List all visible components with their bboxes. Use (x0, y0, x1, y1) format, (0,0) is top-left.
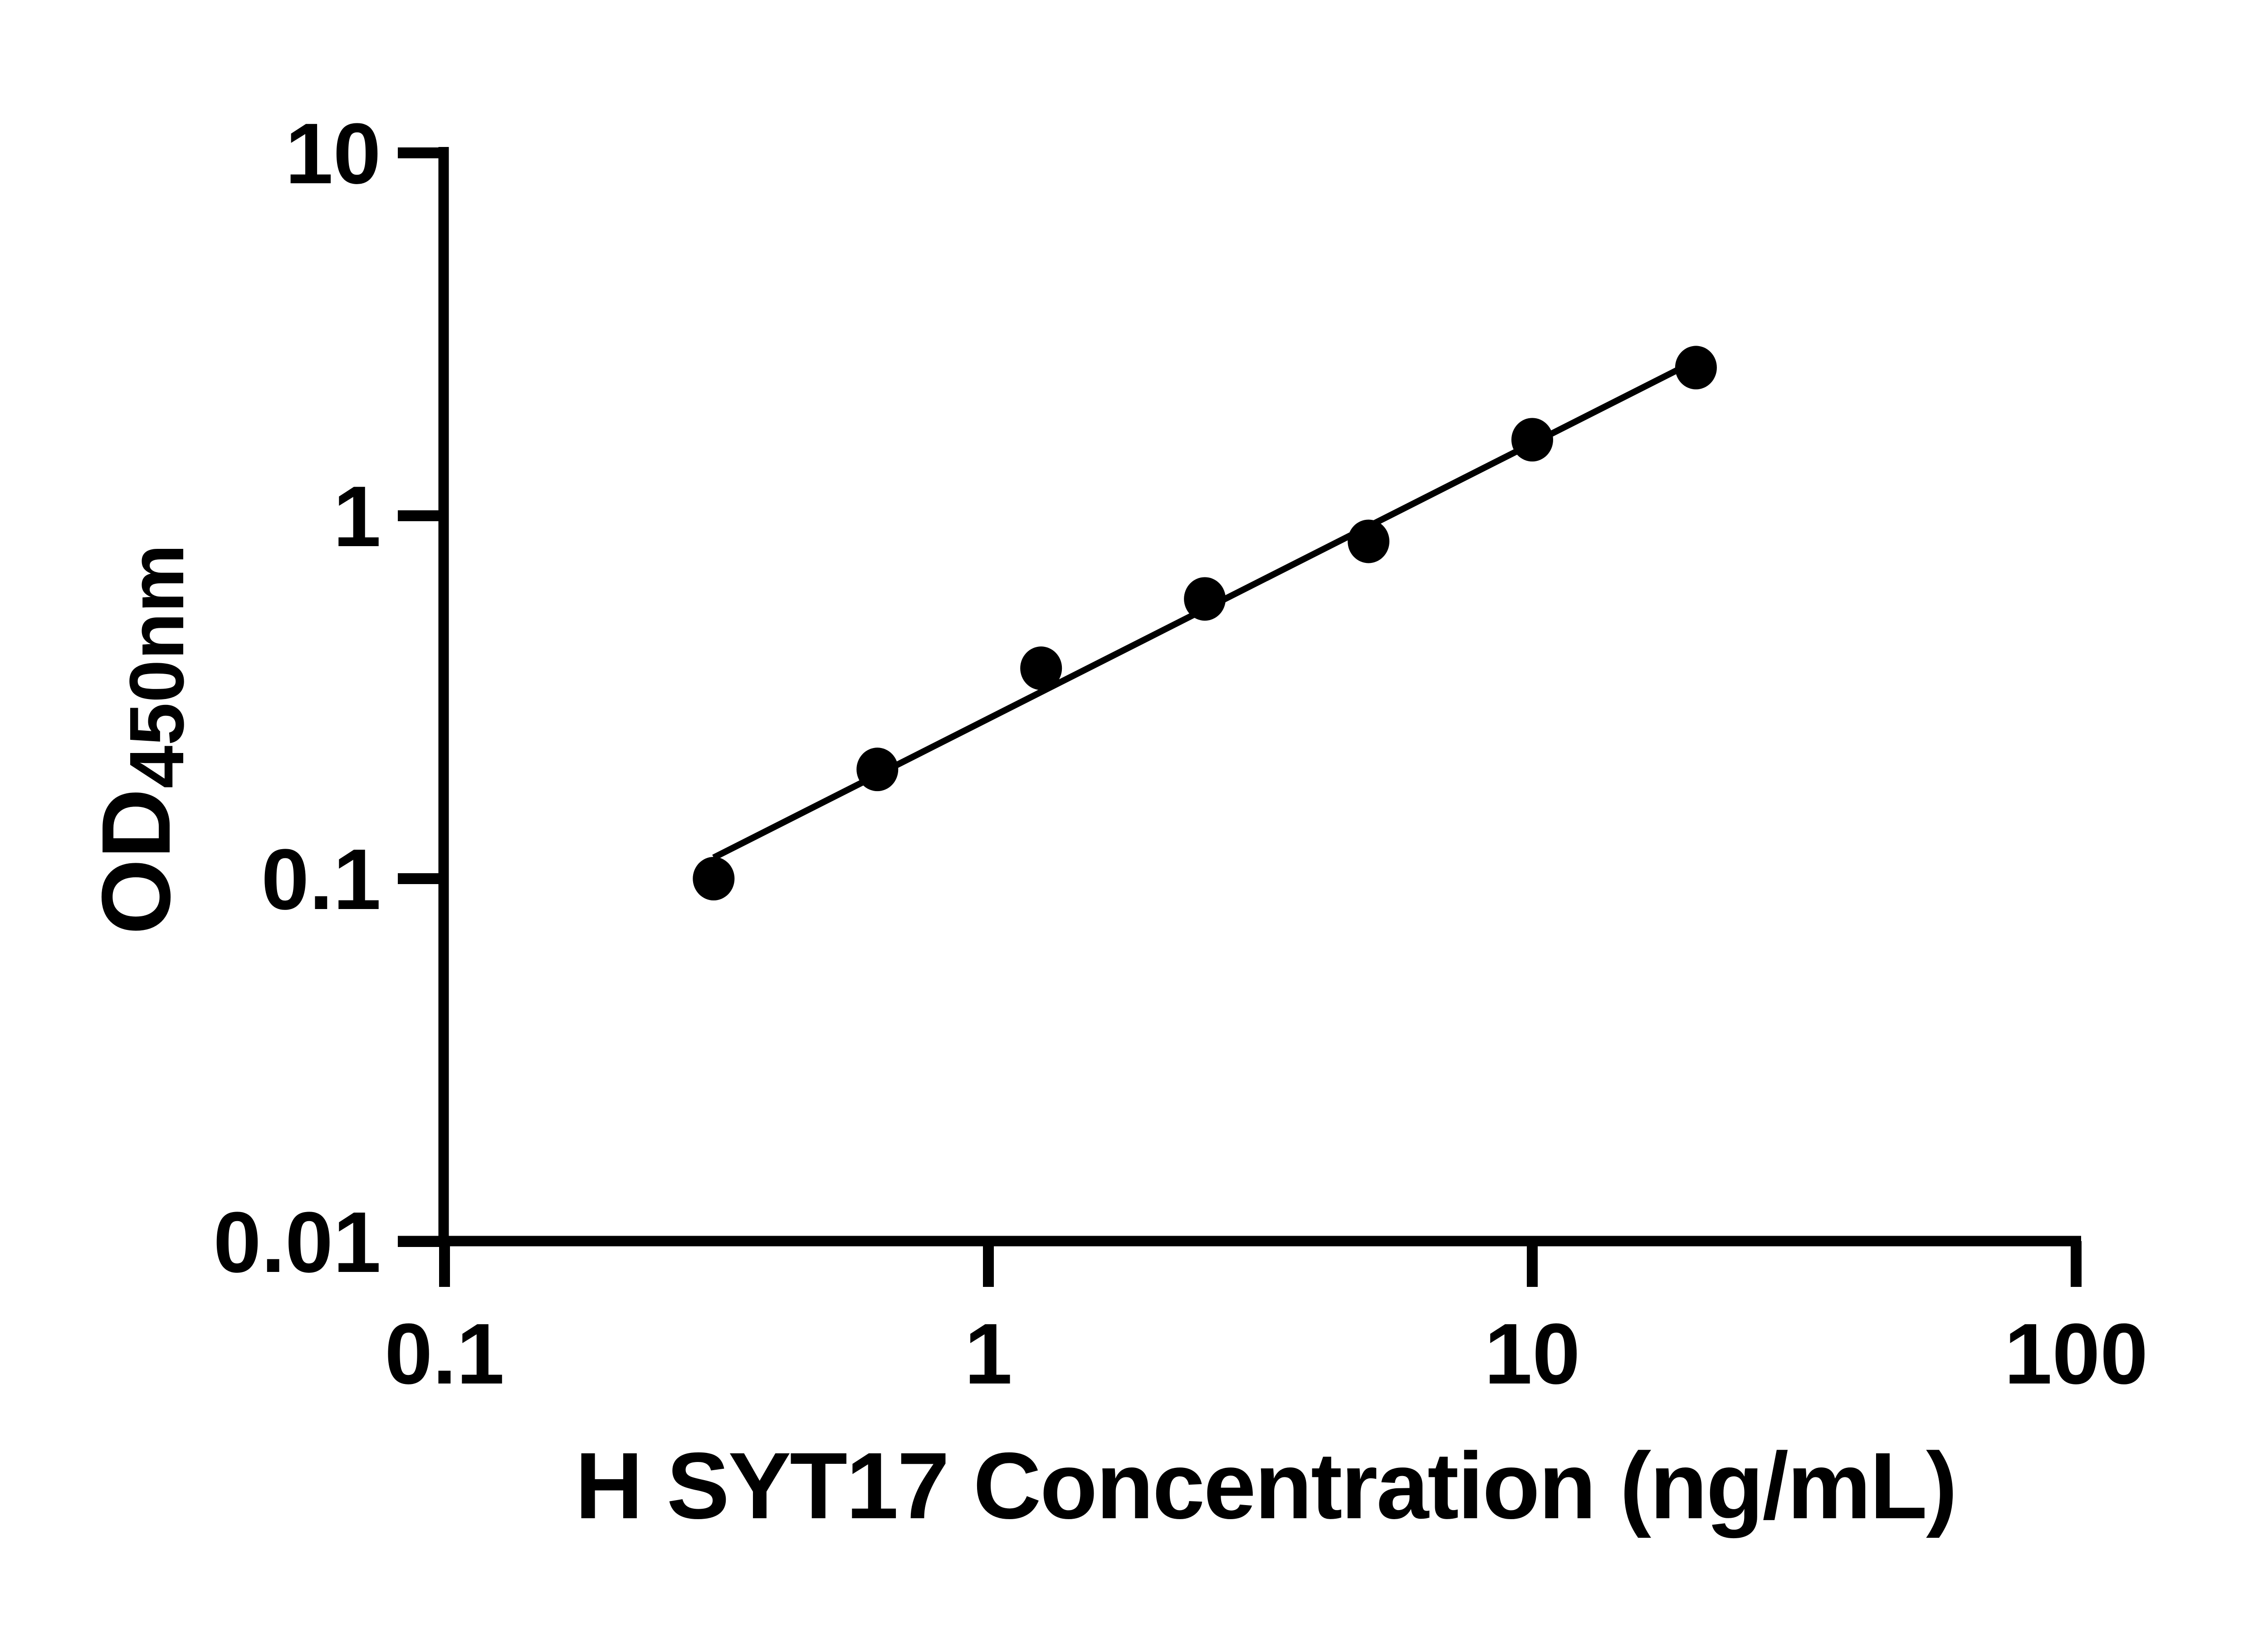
x-tick-label-10: 10 (1484, 1306, 1580, 1402)
data-point-1.25ng-ml (1020, 646, 1062, 690)
data-point-20ng-ml (1675, 346, 1717, 390)
data-point-10ng-ml (1511, 418, 1553, 462)
y-axis-title: OD450nm (80, 544, 201, 934)
y-tick-label-0.01: 0.01 (213, 1194, 381, 1291)
y-tick-label-10: 10 (285, 106, 381, 202)
y-axis-title-main: OD (81, 788, 191, 935)
y-axis-title-subscript: 450nm (114, 544, 200, 789)
data-point-2.5ng-ml (1184, 577, 1226, 621)
data-point-0.3125ng-ml (693, 857, 735, 900)
x-axis-title: H SYT17 Concentration (ng/mL) (575, 1433, 1958, 1539)
y-tick-label-1: 1 (333, 469, 381, 565)
x-tick-label-0.1: 0.1 (385, 1306, 504, 1402)
y-tick-label-0.1: 0.1 (261, 831, 381, 928)
x-tick-label-1: 1 (964, 1306, 1012, 1402)
x-tick-label-100: 100 (2004, 1306, 2148, 1402)
data-point-0.625ng-ml (856, 748, 899, 792)
data-point-5ng-ml (1348, 519, 1390, 563)
